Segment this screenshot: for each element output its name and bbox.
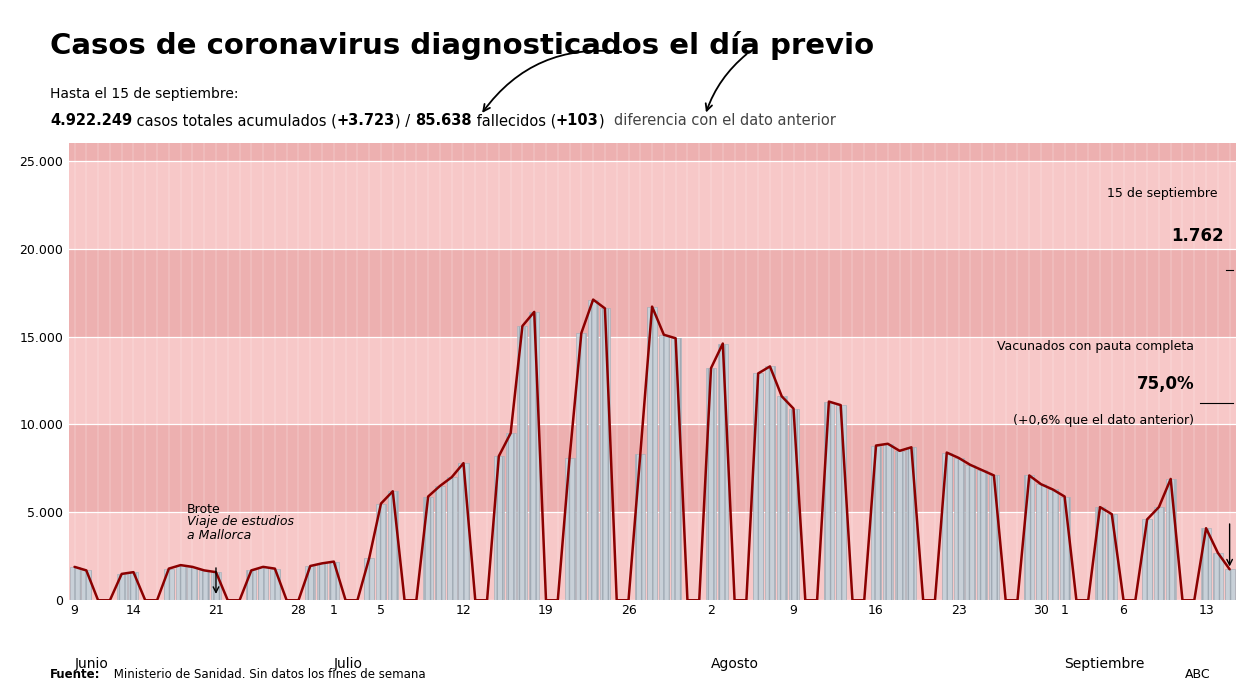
- Bar: [69, 73, 1236, 161]
- Text: Vacunados con pauta completa: Vacunados con pauta completa: [997, 340, 1194, 353]
- Bar: [70, 567, 80, 600]
- Bar: [306, 566, 316, 600]
- Bar: [505, 433, 515, 600]
- Bar: [988, 475, 998, 600]
- Bar: [529, 312, 539, 600]
- Text: Fuente:: Fuente:: [50, 667, 100, 681]
- Bar: [718, 343, 728, 600]
- Text: ) /: ) /: [396, 113, 414, 128]
- Text: Hasta el 15 de septiembre:: Hasta el 15 de septiembre:: [50, 87, 238, 101]
- Bar: [882, 444, 892, 600]
- Bar: [129, 572, 139, 600]
- Bar: [69, 424, 1236, 512]
- Bar: [895, 451, 905, 600]
- Bar: [116, 574, 127, 600]
- Bar: [494, 456, 504, 600]
- Bar: [646, 306, 658, 600]
- Bar: [635, 454, 645, 600]
- Text: Septiembre: Septiembre: [1065, 657, 1144, 671]
- Bar: [364, 558, 374, 600]
- Text: ABC: ABC: [1184, 667, 1211, 681]
- Bar: [200, 570, 210, 600]
- Text: Junio: Junio: [75, 657, 109, 671]
- Bar: [1201, 528, 1211, 600]
- Bar: [659, 335, 669, 600]
- Bar: [163, 569, 173, 600]
- Text: Ministerio de Sanidad. Sin datos los fines de semana: Ministerio de Sanidad. Sin datos los fin…: [110, 667, 426, 681]
- Bar: [1224, 570, 1234, 600]
- Text: 75,0%: 75,0%: [1137, 376, 1194, 393]
- Text: (+0,6% que el dato anterior): (+0,6% que el dato anterior): [1013, 414, 1194, 427]
- Bar: [776, 396, 786, 600]
- Bar: [1048, 489, 1058, 600]
- Bar: [447, 477, 457, 600]
- Bar: [388, 491, 398, 600]
- Bar: [246, 570, 256, 600]
- Bar: [187, 567, 197, 600]
- Bar: [458, 463, 468, 600]
- Bar: [176, 565, 186, 600]
- Bar: [965, 465, 976, 600]
- Text: a Mallorca: a Mallorca: [186, 529, 251, 542]
- Text: ): ): [599, 113, 614, 128]
- Bar: [434, 486, 446, 600]
- Text: Julio: Julio: [334, 657, 363, 671]
- Bar: [953, 458, 963, 600]
- Text: +3.723: +3.723: [337, 113, 396, 128]
- Bar: [1036, 484, 1046, 600]
- Text: 15 de septiembre: 15 de septiembre: [1107, 187, 1218, 200]
- Bar: [211, 572, 221, 600]
- Text: 85.638: 85.638: [414, 113, 472, 128]
- Text: diferencia con el dato anterior: diferencia con el dato anterior: [614, 113, 835, 128]
- Bar: [753, 373, 764, 600]
- Bar: [317, 563, 327, 600]
- Bar: [81, 570, 91, 600]
- Bar: [423, 496, 433, 600]
- Bar: [588, 299, 598, 600]
- Bar: [670, 339, 680, 600]
- Bar: [376, 503, 386, 600]
- FancyArrowPatch shape: [483, 51, 622, 111]
- Text: 1.762: 1.762: [1171, 228, 1224, 246]
- Text: Casos de coronavirus diagnosticados el día previo: Casos de coronavirus diagnosticados el d…: [50, 31, 874, 61]
- Text: Agosto: Agosto: [711, 657, 759, 671]
- Bar: [69, 161, 1236, 248]
- Bar: [1094, 507, 1104, 600]
- Text: 4.922.249: 4.922.249: [50, 113, 132, 128]
- Bar: [824, 401, 834, 600]
- Bar: [1107, 514, 1117, 600]
- Bar: [69, 248, 1236, 336]
- Text: Brote: Brote: [186, 503, 220, 516]
- Bar: [765, 366, 775, 600]
- Bar: [977, 470, 987, 600]
- Text: casos totales acumulados (: casos totales acumulados (: [132, 113, 337, 128]
- Bar: [69, 512, 1236, 600]
- Bar: [836, 405, 846, 600]
- Bar: [1166, 479, 1176, 600]
- FancyArrowPatch shape: [705, 54, 746, 111]
- Bar: [328, 562, 339, 600]
- Text: Viaje de estudios: Viaje de estudios: [186, 515, 293, 528]
- Text: +103: +103: [555, 113, 599, 128]
- Bar: [270, 569, 280, 600]
- Bar: [1060, 496, 1070, 600]
- Bar: [564, 458, 574, 600]
- Bar: [258, 567, 268, 600]
- Bar: [871, 445, 881, 600]
- Bar: [1213, 553, 1223, 600]
- Bar: [789, 408, 799, 600]
- Bar: [942, 452, 952, 600]
- Bar: [518, 326, 528, 600]
- Bar: [1154, 507, 1164, 600]
- Bar: [577, 333, 587, 600]
- Bar: [69, 336, 1236, 424]
- Text: fallecidos (: fallecidos (: [472, 113, 555, 128]
- Bar: [1025, 475, 1035, 600]
- Bar: [906, 447, 916, 600]
- Bar: [600, 309, 610, 600]
- Bar: [706, 368, 716, 600]
- Bar: [1142, 519, 1152, 600]
